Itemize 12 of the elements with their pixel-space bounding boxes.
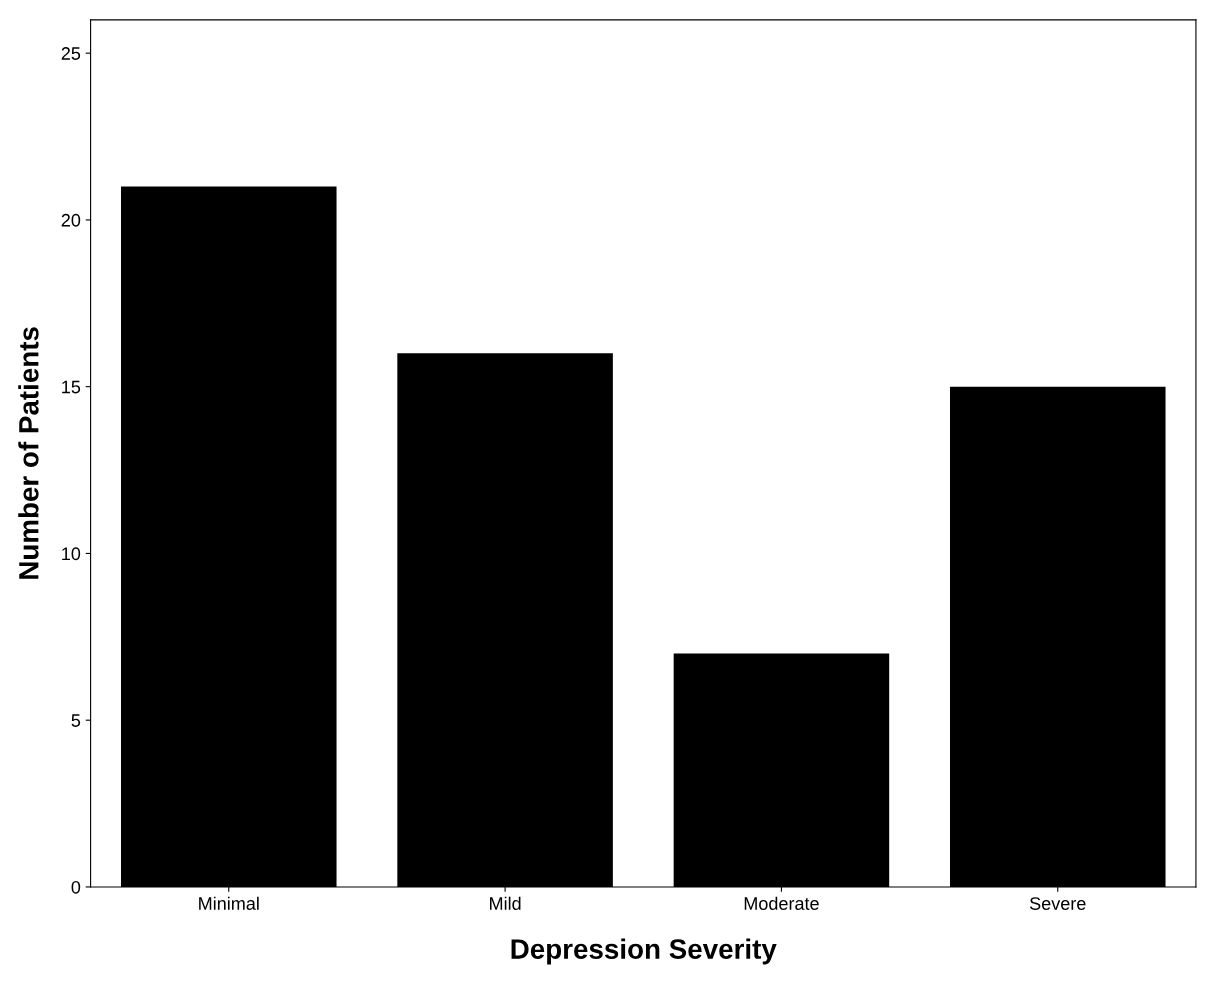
- y-tick-label: 5: [71, 714, 81, 727]
- x-tick-label: Severe: [1029, 897, 1086, 910]
- x-tick-label: Mild: [490, 896, 521, 910]
- y-tick-label: 25: [61, 47, 81, 60]
- y-axis-title: Number of Patients: [18, 327, 39, 579]
- y-tick-label: 15: [62, 380, 81, 394]
- y-tick-label: 10: [62, 547, 81, 561]
- x-axis-title: Depression Severity: [511, 938, 777, 965]
- y-tick-label: 20: [61, 213, 81, 227]
- y-tick-label: 0: [71, 880, 81, 894]
- x-tick-label: Minimal: [199, 896, 259, 910]
- x-tick-label: Moderate: [744, 896, 819, 910]
